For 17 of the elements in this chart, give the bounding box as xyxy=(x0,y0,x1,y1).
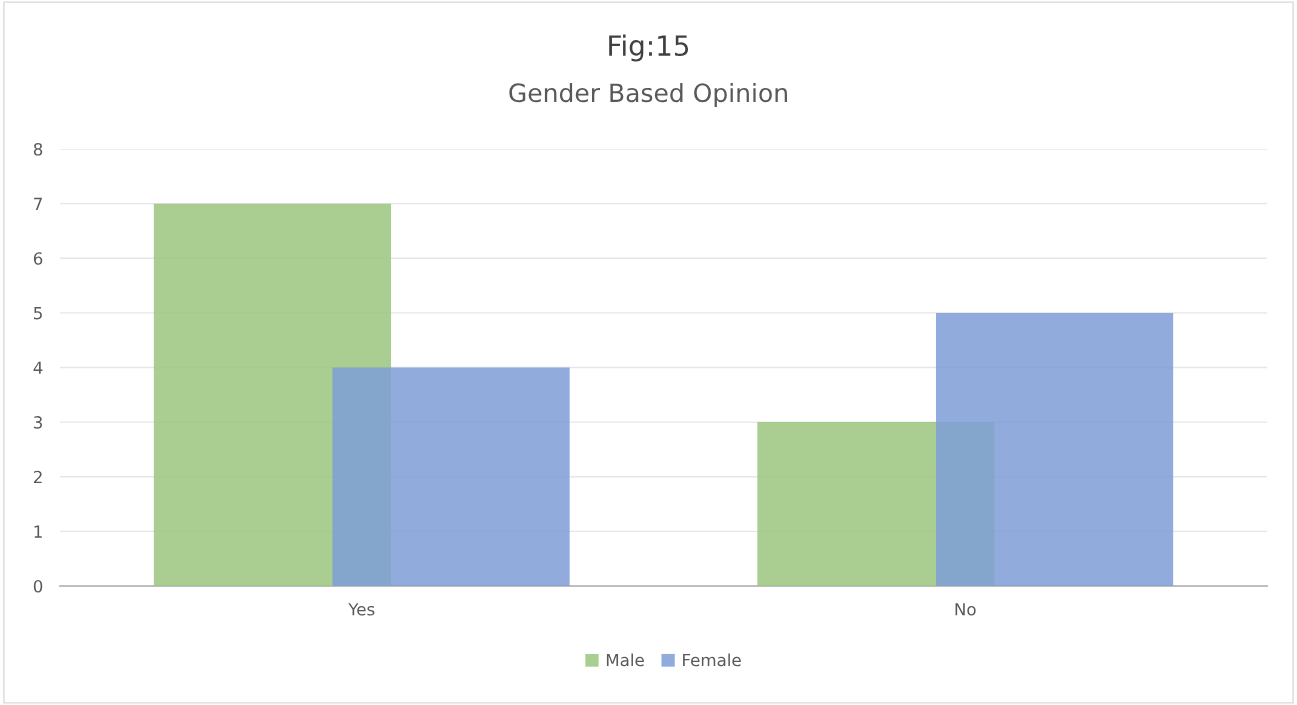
y-tick-label: 0 xyxy=(33,579,43,593)
legend-label: Female xyxy=(683,653,741,667)
y-tick-label: 8 xyxy=(33,142,43,156)
bar xyxy=(332,367,570,586)
y-tick-label: 6 xyxy=(33,252,43,265)
bar xyxy=(935,312,1174,586)
y-tick-label: 2 xyxy=(33,470,42,484)
x-tick-label: Yes xyxy=(348,603,375,616)
chart-title: Fig:15 xyxy=(609,34,689,62)
y-tick-label: 7 xyxy=(34,197,42,210)
y-tick-label: 1 xyxy=(34,525,42,538)
chart-subtitle: Gender Based Opinion xyxy=(509,82,787,108)
y-tick-label: 4 xyxy=(33,361,43,374)
y-tick-label: 5 xyxy=(34,307,42,320)
y-tick-label: 3 xyxy=(34,416,42,429)
x-tick-label: No xyxy=(955,603,976,616)
legend-label: Male xyxy=(606,653,644,667)
